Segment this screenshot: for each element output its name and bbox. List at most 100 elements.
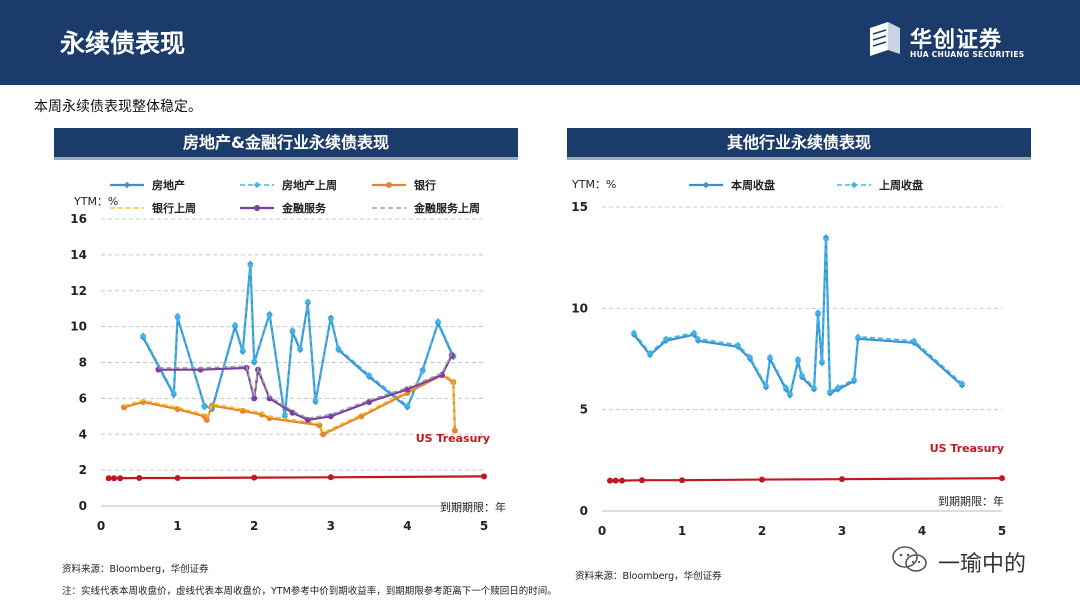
- legend-label: 本周收盘: [731, 178, 775, 192]
- data-point: [612, 477, 619, 484]
- data-point: [266, 312, 273, 320]
- left-panel-title: 房地产&金融行业永续债表现: [54, 128, 518, 160]
- legend-marker: [386, 182, 392, 188]
- legend-marker: [254, 205, 260, 211]
- us-treasury-annotation: US Treasury: [930, 442, 1004, 455]
- data-point: [798, 372, 806, 379]
- x-tick-label: 0: [97, 519, 105, 533]
- y-tick-label: 0: [580, 504, 588, 518]
- data-point: [251, 395, 258, 402]
- data-point: [327, 413, 334, 420]
- right-panel-title-accent: [567, 157, 1031, 160]
- data-point: [679, 477, 685, 484]
- x-tick-label: 2: [250, 519, 258, 533]
- data-point: [136, 475, 143, 482]
- x-tick-label: 1: [173, 519, 181, 533]
- y-axis-label: YTM：%: [73, 195, 118, 208]
- y-tick-label: 16: [70, 212, 87, 226]
- data-point: [365, 371, 373, 379]
- data-point: [839, 476, 845, 483]
- data-point: [105, 475, 112, 482]
- data-point: [746, 353, 754, 361]
- data-point: [662, 335, 670, 342]
- data-point: [694, 335, 702, 342]
- y-tick-label: 5: [580, 403, 588, 417]
- data-point: [139, 332, 147, 339]
- data-point: [304, 298, 312, 305]
- legend-label: 金融服务: [281, 201, 327, 215]
- watermark-text: 一瑜中的: [938, 552, 1027, 577]
- legend-label: 金融服务上周: [413, 201, 480, 215]
- data-point: [481, 473, 487, 480]
- logo-mark-icon: [870, 22, 900, 56]
- header-bar: 永续债表现 华创证券 HUA CHUANG SECURITIES: [0, 0, 1080, 85]
- data-point: [762, 382, 770, 389]
- data-point: [170, 389, 177, 397]
- y-tick-label: 4: [79, 427, 87, 441]
- data-point: [174, 312, 181, 320]
- data-point: [607, 477, 613, 484]
- legend-label: 房地产: [152, 178, 185, 192]
- y-tick-label: 2: [79, 463, 87, 477]
- series-line: [633, 238, 963, 395]
- data-point: [247, 262, 254, 269]
- right-chart: 0 5 10 15 0 1 2 3 4 5 YTM：% 到期期限：年 US Treasury 本周收盘 上周…: [571, 178, 1006, 538]
- data-point: [203, 416, 210, 423]
- data-point: [404, 402, 411, 409]
- left-panel-title-text: 房地产&金融行业永续债表现: [183, 133, 389, 152]
- data-point: [289, 327, 296, 334]
- data-point: [251, 357, 258, 364]
- legend-label: 上周收盘: [879, 178, 923, 192]
- legend-label: 银行上周: [152, 201, 196, 215]
- data-point: [251, 474, 258, 481]
- data-point: [958, 380, 966, 387]
- page-title: 永续债表现: [60, 29, 186, 58]
- data-point: [834, 384, 842, 391]
- data-point: [810, 384, 818, 391]
- data-point: [448, 352, 455, 359]
- data-point: [312, 396, 319, 404]
- x-tick-label: 4: [403, 519, 411, 533]
- data-point: [826, 388, 834, 395]
- data-point: [786, 390, 794, 397]
- data-point: [281, 411, 289, 418]
- x-tick-label: 1: [678, 524, 686, 538]
- left-source-text: 资料来源：Bloomberg，华创证券: [62, 564, 209, 575]
- x-tick-label: 3: [327, 519, 335, 533]
- data-point: [174, 475, 181, 482]
- data-point: [814, 309, 822, 316]
- data-point: [619, 477, 625, 484]
- legend-marker: [123, 181, 131, 189]
- x-tick-label: 2: [758, 524, 766, 538]
- x-axis-label: 到期期限：年: [440, 500, 506, 514]
- data-point: [854, 333, 862, 340]
- legend-label: 房地产上周: [282, 178, 337, 192]
- series-line: [610, 477, 1003, 482]
- y-tick-label: 10: [70, 320, 87, 334]
- data-point: [335, 344, 342, 352]
- legend-marker: [850, 181, 858, 189]
- data-point: [438, 372, 445, 379]
- data-point: [690, 329, 698, 336]
- data-point: [201, 404, 208, 411]
- data-point: [734, 341, 742, 349]
- series-line: [123, 372, 456, 434]
- data-point: [451, 427, 458, 434]
- legend-marker: [702, 181, 710, 189]
- data-point: [794, 355, 802, 363]
- series-line: [158, 353, 453, 419]
- data-point: [111, 475, 118, 482]
- x-axis-label: 到期期限：年: [938, 494, 1004, 508]
- logo-english-text: HUA CHUANG SECURITIES: [910, 50, 1025, 59]
- wechat-icon: [892, 546, 927, 572]
- us-treasury-annotation: US Treasury: [416, 432, 490, 445]
- data-point: [327, 316, 334, 323]
- x-tick-label: 4: [918, 524, 926, 538]
- y-tick-label: 10: [571, 301, 588, 315]
- data-point: [759, 476, 765, 483]
- series-line: [142, 264, 455, 416]
- right-source-text: 资料来源：Bloomberg，华创证券: [575, 571, 722, 582]
- series-line: [123, 373, 456, 436]
- left-panel-title-accent: [54, 157, 518, 160]
